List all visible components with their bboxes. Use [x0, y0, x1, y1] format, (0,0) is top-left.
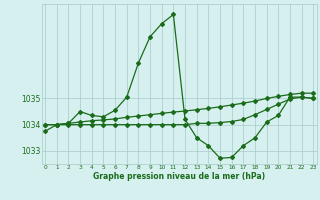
X-axis label: Graphe pression niveau de la mer (hPa): Graphe pression niveau de la mer (hPa)	[93, 172, 265, 181]
